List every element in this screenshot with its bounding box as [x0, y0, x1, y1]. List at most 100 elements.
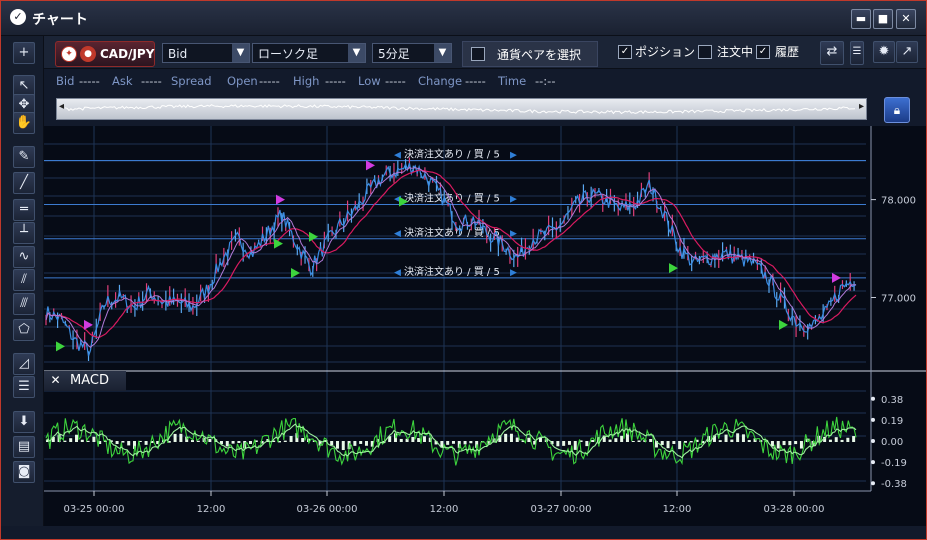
popout-icon[interactable]: ↗: [896, 41, 918, 63]
pair-select-label: 通貨ペアを選択: [497, 48, 582, 62]
currency-pair-button[interactable]: ✦ ● CAD/JPY: [55, 41, 155, 67]
menu-icon[interactable]: ☰: [850, 41, 864, 65]
macd-histogram-bar: [150, 441, 154, 443]
vertical-line-icon[interactable]: ┴: [13, 222, 35, 244]
order-checkbox[interactable]: [698, 45, 712, 59]
timeframe-select[interactable]: 5分足 ▼: [372, 43, 452, 63]
chevron-down-icon: ▼: [434, 44, 451, 62]
macd-histogram-bar: [678, 441, 682, 450]
position-label: ポジション: [635, 45, 696, 59]
macd-header: ✕ MACD: [44, 371, 126, 391]
title-bar: ✓ チャート ▬ ■ ✕: [1, 1, 926, 36]
bid-value: -----: [79, 74, 100, 88]
macd-histogram-bar: [469, 441, 473, 444]
pair-select-box[interactable]: 通貨ペアを選択: [462, 41, 598, 67]
macd-histogram-bar: [533, 441, 537, 445]
status-bar: [1, 527, 926, 539]
macd-line: [45, 416, 857, 466]
macd-histogram-bar: [573, 441, 577, 450]
macd-histogram-bar: [359, 441, 363, 444]
trendline-icon[interactable]: ╱: [13, 172, 35, 194]
pentagon-icon[interactable]: ⬠: [13, 319, 35, 341]
fibonacci-fan-icon[interactable]: ◿: [13, 353, 35, 375]
swap-icon[interactable]: ⇄: [820, 41, 844, 65]
macd-tick-label: -0.19: [881, 458, 907, 469]
macd-histogram-bar: [190, 440, 194, 442]
macd-tick-dot: [871, 417, 875, 422]
time-value: --:--: [535, 74, 556, 88]
navigator-left-arrow[interactable]: ◂: [59, 101, 65, 112]
macd-histogram-bar: [388, 436, 392, 442]
wave-icon[interactable]: ∿: [13, 246, 35, 268]
navigator-right-arrow[interactable]: ▸: [858, 101, 864, 112]
chart-canvas[interactable]: 決済注文あり / 買 / 5◀ ▶決済注文あり / 買 / 5◀ ▶決済注文あり /…: [44, 126, 926, 526]
open-label: Open: [227, 74, 258, 88]
macd-histogram-bar: [248, 441, 252, 444]
macd-tick-label: -0.38: [881, 479, 907, 490]
macd-histogram-bar: [504, 433, 508, 442]
position-checkbox[interactable]: ✓: [618, 45, 632, 59]
chart-type-select[interactable]: ローソク足 ▼: [252, 43, 366, 63]
macd-histogram-bar: [417, 438, 421, 442]
channel-icon[interactable]: ⫽: [13, 269, 35, 291]
macd-tick-dot: [871, 439, 875, 443]
macd-histogram-bar: [770, 441, 774, 447]
macd-histogram-bar: [98, 441, 102, 445]
macd-histogram-bar: [434, 441, 438, 445]
order-right-arrow: ▶: [510, 195, 517, 205]
macd-histogram-bar: [614, 438, 618, 442]
macd-histogram-bar: [144, 441, 148, 445]
macd-histogram-bar: [260, 441, 264, 444]
macd-histogram-bar: [683, 441, 687, 443]
order-left-arrow: ◀: [394, 268, 401, 278]
trade-marker: [399, 196, 408, 207]
time-tick-label: 03-26 00:00: [296, 504, 357, 515]
macd-histogram-bar: [567, 441, 571, 445]
high-value: -----: [325, 74, 346, 88]
macd-histogram-bar: [376, 439, 380, 442]
price-type-select[interactable]: Bid ▼: [162, 43, 250, 63]
horizontal-line-icon[interactable]: ═: [13, 199, 35, 221]
parallel-lines-icon[interactable]: ⫻: [13, 293, 35, 315]
navigator-scrollbar[interactable]: ◂ ▸: [56, 98, 867, 120]
macd-tick-dot: [871, 396, 875, 401]
close-button[interactable]: ✕: [896, 9, 916, 29]
macd-histogram-bar: [788, 441, 792, 446]
hand-icon[interactable]: ✋: [13, 112, 35, 134]
pencil-icon[interactable]: ✎: [13, 146, 35, 168]
pair-select-checkbox[interactable]: [471, 47, 485, 61]
macd-histogram-bar: [625, 433, 629, 442]
macd-histogram-bar: [46, 440, 49, 442]
maximize-button[interactable]: ■: [873, 9, 893, 29]
table-icon[interactable]: ▤: [13, 436, 35, 458]
macd-histogram-bar: [208, 438, 212, 442]
macd-histogram-bar: [353, 441, 357, 446]
macd-histogram-bar: [794, 441, 798, 445]
minimize-button[interactable]: ▬: [851, 9, 871, 29]
order-label: 注文中: [717, 45, 754, 59]
delete-drawing-icon[interactable]: ⬇: [13, 411, 35, 433]
high-label: High: [293, 74, 320, 88]
lock-icon[interactable]: 🔒︎: [884, 97, 910, 123]
macd-histogram-bar: [219, 441, 223, 445]
macd-histogram-bar: [428, 437, 432, 442]
camera-icon[interactable]: ◙: [13, 461, 35, 483]
macd-histogram-bar: [179, 433, 183, 442]
trade-marker: [779, 319, 788, 330]
trade-marker: [366, 160, 375, 171]
fibonacci-retracement-icon[interactable]: ☰: [13, 376, 35, 398]
gear-icon[interactable]: ✹: [873, 41, 895, 63]
crosshair-icon[interactable]: ✥: [13, 94, 35, 116]
macd-histogram-bar: [51, 436, 55, 442]
history-checkbox[interactable]: ✓: [756, 45, 770, 59]
macd-histogram-bar: [63, 440, 67, 442]
close-icon[interactable]: ✕: [50, 373, 61, 387]
macd-histogram-bar: [167, 441, 171, 443]
add-button[interactable]: +: [13, 42, 35, 64]
navigator-line: [64, 104, 856, 115]
chart-toolbar: ✦ ● CAD/JPY Bid ▼ ローソク足 ▼ 5分足 ▼ 通貨ペアを選択 …: [44, 36, 926, 69]
macd-histogram-bar: [138, 440, 142, 442]
macd-histogram-bar: [283, 440, 287, 442]
macd-tick-dot: [871, 481, 875, 486]
